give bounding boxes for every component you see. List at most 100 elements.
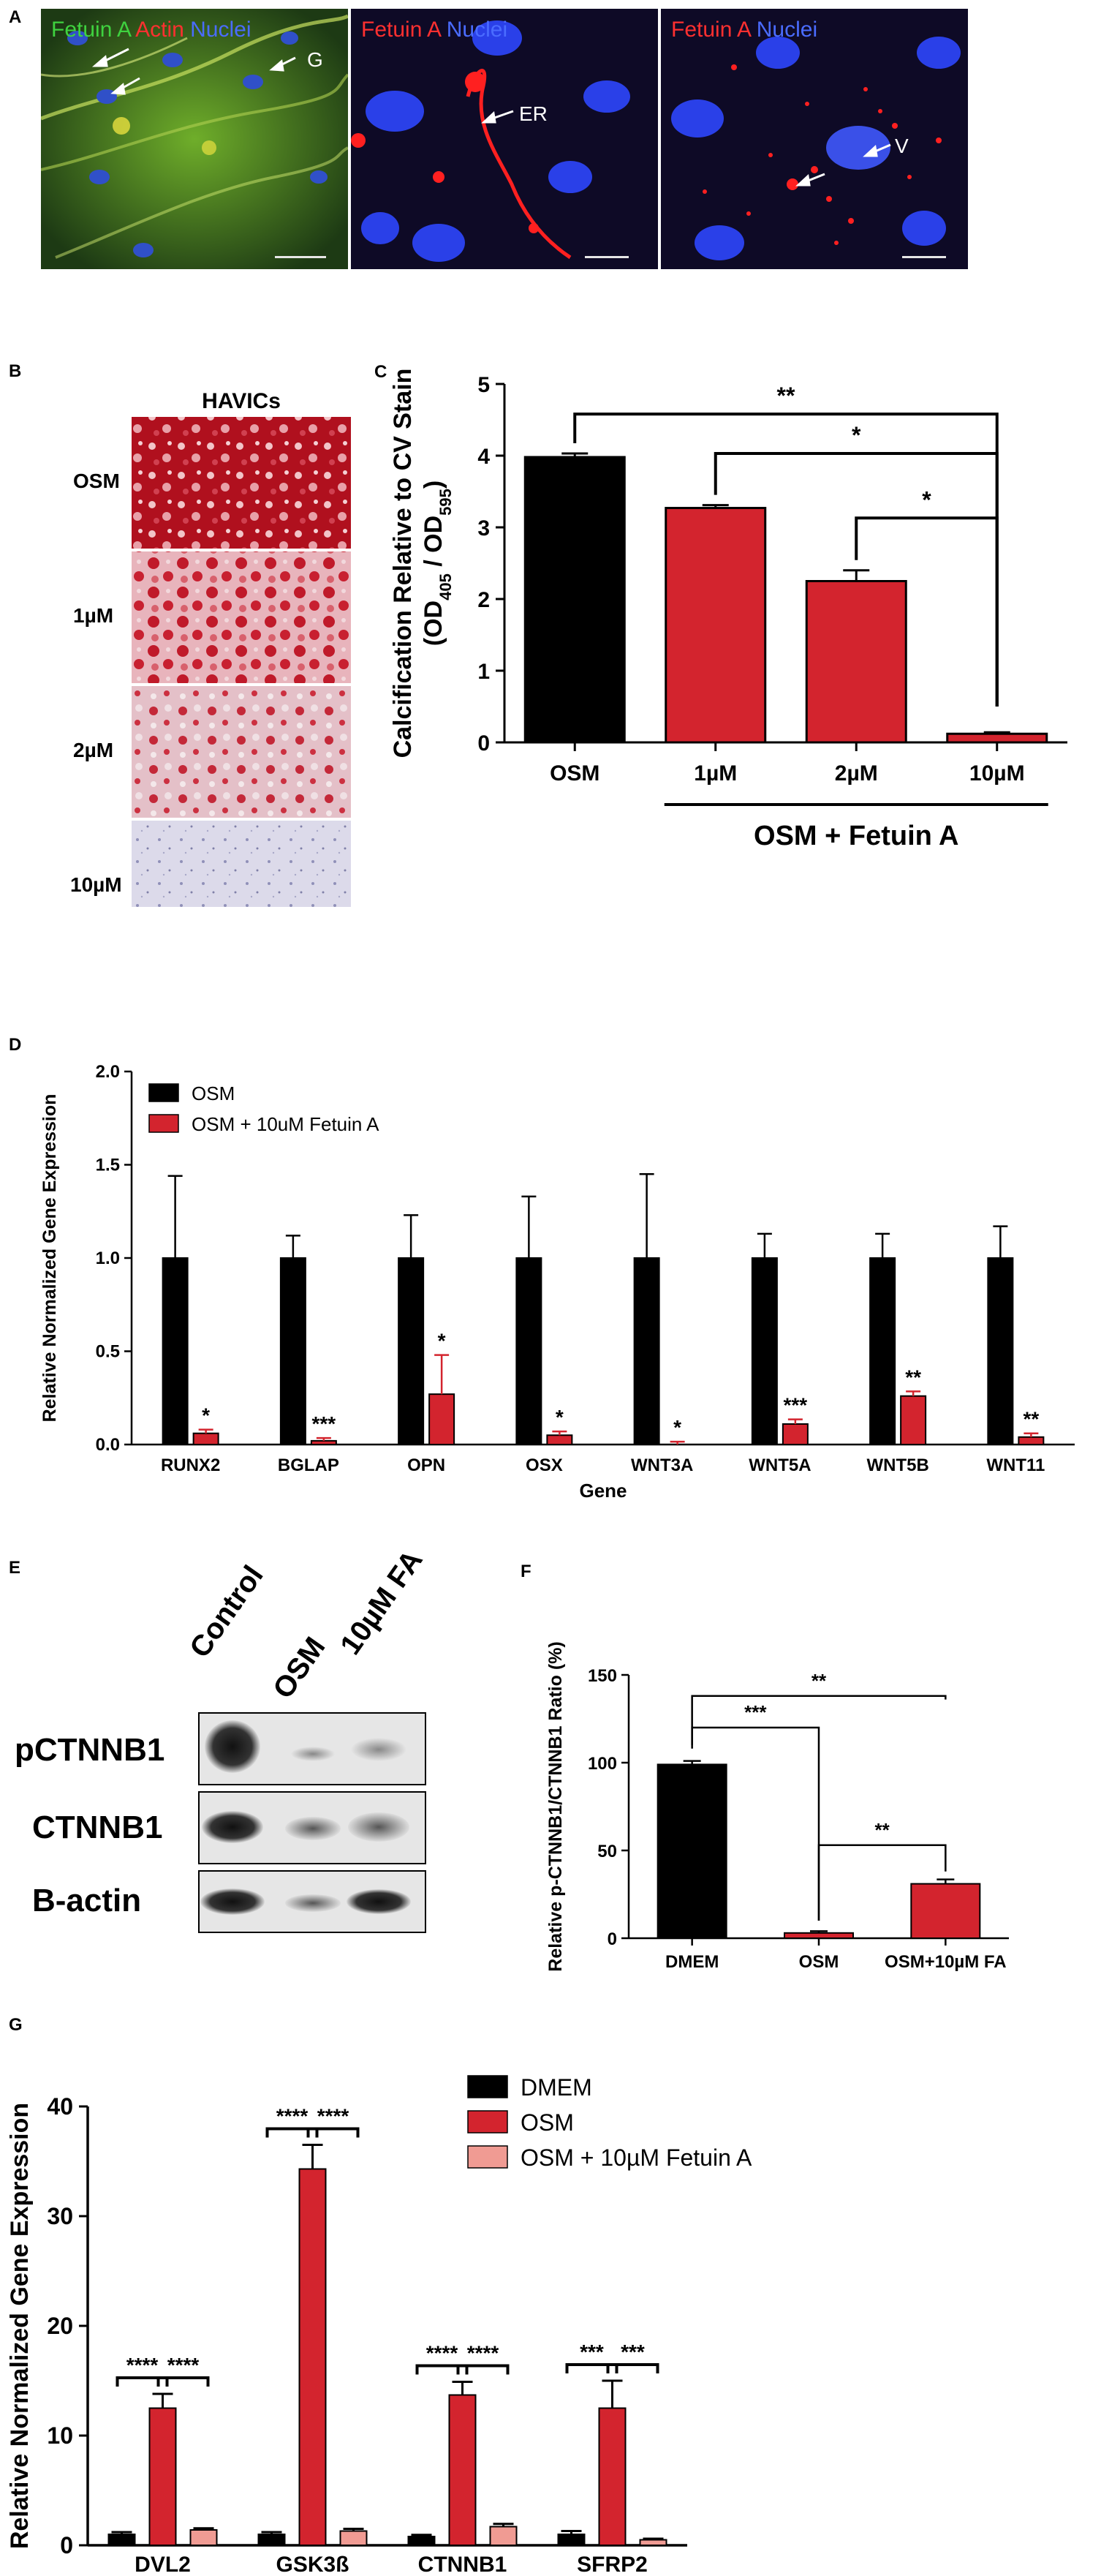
- y-tick-label: 1.5: [96, 1156, 120, 1175]
- x-tick-label: 1µM: [694, 761, 737, 786]
- bar: [516, 1258, 541, 1445]
- bar: [806, 581, 906, 743]
- x-tick-label: OPN: [407, 1455, 445, 1475]
- bar: [163, 1258, 188, 1445]
- y-axis-title: Relative Normalized Gene Expression: [6, 2103, 34, 2549]
- legend-label: OSM + 10uM Fetuin A: [192, 1113, 379, 1135]
- legend-swatch: [468, 2076, 507, 2098]
- x-tick-label: OSM+10µM FA: [885, 1952, 1007, 1972]
- legend-swatch: [468, 2111, 507, 2133]
- micrograph-green-image: [41, 9, 348, 269]
- micrograph-title-part: Nuclei: [184, 18, 251, 42]
- y-tick-label: 0: [608, 1929, 617, 1949]
- significance-label: ****: [467, 2342, 499, 2365]
- significance-label: ****: [426, 2342, 458, 2365]
- panel-a: A: [0, 0, 1101, 278]
- y-axis-title: Relative Normalized Gene Expression: [39, 1094, 60, 1423]
- y-tick-label: 5: [477, 373, 490, 397]
- bar: [911, 1884, 980, 1938]
- y-tick-label: 1: [477, 660, 490, 684]
- micrograph-title-part: Fetuin A: [361, 18, 440, 42]
- x-tick-label: WNT5A: [749, 1455, 811, 1475]
- bar: [635, 1258, 659, 1445]
- arrow-label-er: ER: [519, 102, 548, 126]
- x-tick-label: DVL2: [135, 2553, 191, 2572]
- bar: [666, 508, 765, 742]
- y-tick-label: 0.5: [96, 1342, 120, 1362]
- micrograph-1-title: Fetuin A Actin Nuclei: [51, 18, 251, 42]
- significance-label: **: [875, 1819, 890, 1841]
- y-tick-label: 0.0: [96, 1435, 120, 1455]
- legend-swatch: [468, 2146, 507, 2168]
- significance-label: *: [852, 422, 861, 448]
- bar: [341, 2531, 367, 2546]
- x-tick-label: 2µM: [835, 761, 878, 786]
- bar: [398, 1258, 423, 1445]
- bar: [491, 2527, 517, 2546]
- y-tick-label: 2.0: [96, 1062, 120, 1082]
- micrograph-title-part: Nuclei: [440, 18, 507, 42]
- micrograph-title-part: Fetuin A: [51, 18, 130, 42]
- micrograph-green-fetuin-actin: Fetuin A Actin Nuclei G: [41, 9, 348, 269]
- y-tick-label: 2: [477, 588, 490, 612]
- significance-label: *: [202, 1404, 210, 1427]
- significance-label: ***: [312, 1412, 336, 1435]
- arrow-label-g: G: [307, 48, 323, 72]
- significance-label: ****: [317, 2105, 349, 2128]
- y-tick-label: 0: [60, 2532, 73, 2558]
- significance-label: ****: [276, 2105, 309, 2128]
- panel-d-label: D: [9, 1035, 21, 1055]
- significance-label: **: [905, 1366, 921, 1388]
- significance-label: ****: [126, 2354, 159, 2376]
- row-label-10um: 10µM: [70, 873, 122, 897]
- panel-e: E Control OSM 10µM FA pCTNNB1 CTNNB1 B-a…: [0, 1551, 512, 2004]
- bar: [109, 2534, 135, 2545]
- bar: [901, 1396, 926, 1445]
- bar: [559, 2534, 585, 2545]
- significance-label: *: [673, 1416, 681, 1439]
- y-axis-title: Relative p-CTNNB1/CTNNB1 Ratio (%): [545, 1641, 566, 1971]
- y-tick-label: 0: [477, 731, 490, 756]
- y-axis-title: Calcification Relative to CV Stain(OD405…: [389, 369, 455, 758]
- legend-label: DMEM: [521, 2074, 592, 2101]
- significance-label: *: [922, 486, 931, 513]
- blot-label-b-actin: B-actin: [32, 1883, 141, 1919]
- y-tick-label: 3: [477, 516, 490, 541]
- panel-b-stain-images: [0, 351, 366, 907]
- y-tick-label: 30: [47, 2203, 73, 2229]
- micrograph-2-title: Fetuin A Nuclei: [361, 18, 507, 42]
- group-label: OSM + Fetuin A: [754, 821, 958, 851]
- y-tick-label: 4: [477, 445, 490, 469]
- legend-label: OSM: [192, 1082, 235, 1104]
- x-tick-label: WNT5B: [866, 1455, 928, 1475]
- blot-label-ctnnb1: CTNNB1: [32, 1809, 162, 1846]
- x-tick-label: WNT11: [986, 1455, 1045, 1475]
- x-tick-label: OSM: [799, 1952, 839, 1972]
- panel-c-label: C: [374, 362, 387, 382]
- row-label-2um: 2µM: [73, 739, 113, 762]
- significance-label: *: [438, 1330, 446, 1352]
- row-label-1um: 1µM: [73, 604, 113, 628]
- y-tick-label: 1.0: [96, 1249, 120, 1268]
- bar: [429, 1394, 454, 1445]
- bar: [599, 2409, 626, 2546]
- bar: [870, 1258, 895, 1445]
- y-axis-title-sub-part: ): [420, 481, 447, 489]
- y-tick-label: 10: [47, 2422, 73, 2449]
- micrograph-3-title: Fetuin A Nuclei: [671, 18, 817, 42]
- bar: [409, 2537, 435, 2545]
- significance-label: **: [777, 383, 795, 409]
- bar: [947, 734, 1047, 742]
- panel-f-label: F: [521, 1562, 531, 1581]
- x-tick-label: DMEM: [665, 1952, 719, 1972]
- significance-label: **: [811, 1670, 827, 1692]
- y-axis-title-sub-part: (OD: [420, 600, 447, 646]
- bar: [281, 1258, 306, 1445]
- x-tick-label: WNT3A: [631, 1455, 693, 1475]
- bar: [525, 457, 624, 742]
- panel-a-label: A: [9, 7, 21, 28]
